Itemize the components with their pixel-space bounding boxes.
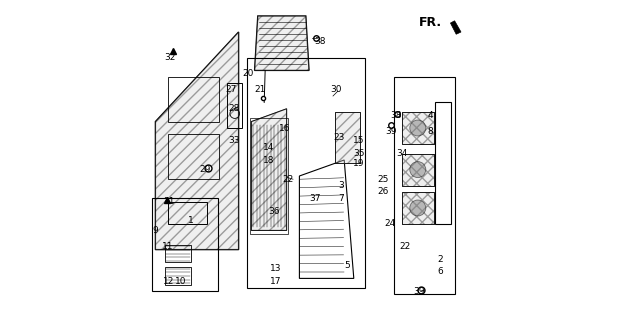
Text: 8: 8 [428,127,433,136]
Text: 32: 32 [164,53,176,62]
Text: 22: 22 [399,242,410,251]
Text: 22: 22 [282,175,294,184]
Bar [394,77,455,294]
Text: 7: 7 [338,194,344,203]
Text: 36: 36 [268,207,279,216]
Text: 37: 37 [309,194,321,203]
Text: 39: 39 [385,127,396,136]
Polygon shape [155,32,239,250]
Text: 26: 26 [377,188,388,196]
Polygon shape [334,112,360,163]
Text: FR.: FR. [419,16,442,29]
Polygon shape [402,154,434,186]
Text: 14: 14 [263,143,274,152]
Text: 33: 33 [228,136,240,145]
Text: 17: 17 [269,277,281,286]
Polygon shape [451,21,461,34]
Polygon shape [402,192,434,224]
Circle shape [410,120,426,136]
Text: 29: 29 [200,165,211,174]
Text: 12: 12 [163,277,174,286]
Text: 4: 4 [428,111,433,120]
Text: 5: 5 [344,261,350,270]
Text: 27: 27 [225,85,236,94]
Polygon shape [402,112,434,144]
Text: 19: 19 [353,159,365,168]
Bar [227,83,242,128]
Bar [165,245,190,262]
Bar [168,77,219,122]
Polygon shape [255,16,309,70]
Circle shape [410,200,426,216]
Text: 1: 1 [188,216,193,225]
Text: 34: 34 [396,149,407,158]
Text: 31: 31 [163,197,175,206]
Text: 35: 35 [353,149,365,158]
Text: 13: 13 [269,264,281,273]
Text: 28: 28 [228,104,240,113]
Text: 9: 9 [153,226,158,235]
Text: 24: 24 [384,220,396,228]
Text: 16: 16 [279,124,290,132]
Text: 2: 2 [438,255,443,264]
Text: 38: 38 [315,37,326,46]
Bar [250,118,288,234]
Text: 20: 20 [242,69,254,78]
Bar [165,267,190,285]
Circle shape [410,162,426,178]
Text: 38: 38 [391,111,402,120]
Text: 21: 21 [255,85,266,94]
Text: 23: 23 [334,133,345,142]
Text: 10: 10 [176,277,187,286]
Text: 3: 3 [338,181,344,190]
Text: 39: 39 [413,287,425,296]
Text: 18: 18 [263,156,275,164]
Text: 6: 6 [438,268,443,276]
Text: 30: 30 [331,85,342,94]
Polygon shape [252,109,287,230]
Bar [152,198,218,291]
Text: 11: 11 [163,242,174,251]
Text: 25: 25 [377,175,388,184]
Text: 15: 15 [353,136,365,145]
Bar [247,58,365,288]
Bar [168,134,219,179]
